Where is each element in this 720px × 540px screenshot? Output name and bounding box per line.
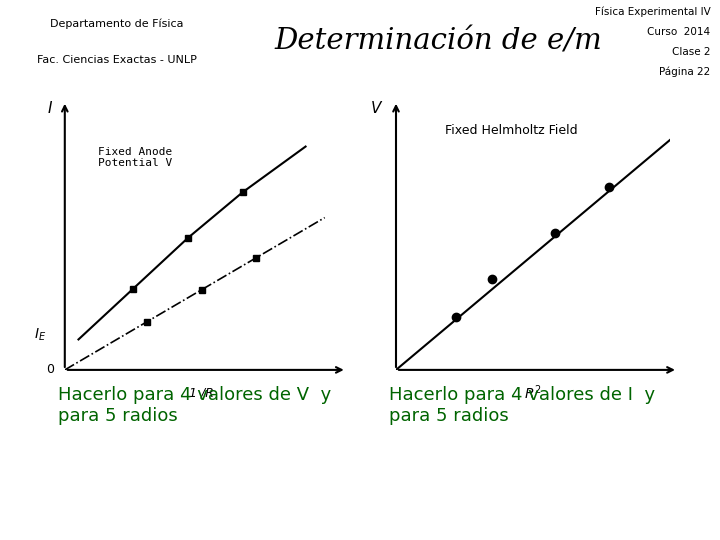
Text: Departamento de Física: Departamento de Física (50, 18, 184, 29)
Text: 0: 0 (46, 363, 54, 376)
Text: $V$: $V$ (370, 100, 384, 117)
Text: $I_E$: $I_E$ (34, 326, 46, 342)
Text: Clase 2: Clase 2 (672, 47, 710, 57)
Text: Página 22: Página 22 (659, 67, 710, 77)
Text: Hacerlo para 4 valores de I  y
para 5 radios: Hacerlo para 4 valores de I y para 5 rad… (389, 386, 655, 425)
Text: Fixed Helmholtz Field: Fixed Helmholtz Field (445, 124, 578, 137)
Text: 1 /R: 1 /R (189, 386, 214, 399)
Text: Fac. Ciencias Exactas - UNLP: Fac. Ciencias Exactas - UNLP (37, 55, 197, 65)
Text: Determinación de e/m: Determinación de e/m (274, 28, 602, 56)
Text: Curso  2014: Curso 2014 (647, 27, 710, 37)
Text: I: I (48, 101, 52, 116)
Text: Hacerlo para 4 valores de V  y
para 5 radios: Hacerlo para 4 valores de V y para 5 rad… (58, 386, 331, 425)
Text: $R^2$: $R^2$ (524, 383, 541, 402)
Text: Fixed Anode
Potential V: Fixed Anode Potential V (98, 146, 172, 168)
Text: Física Experimental IV: Física Experimental IV (595, 6, 710, 17)
